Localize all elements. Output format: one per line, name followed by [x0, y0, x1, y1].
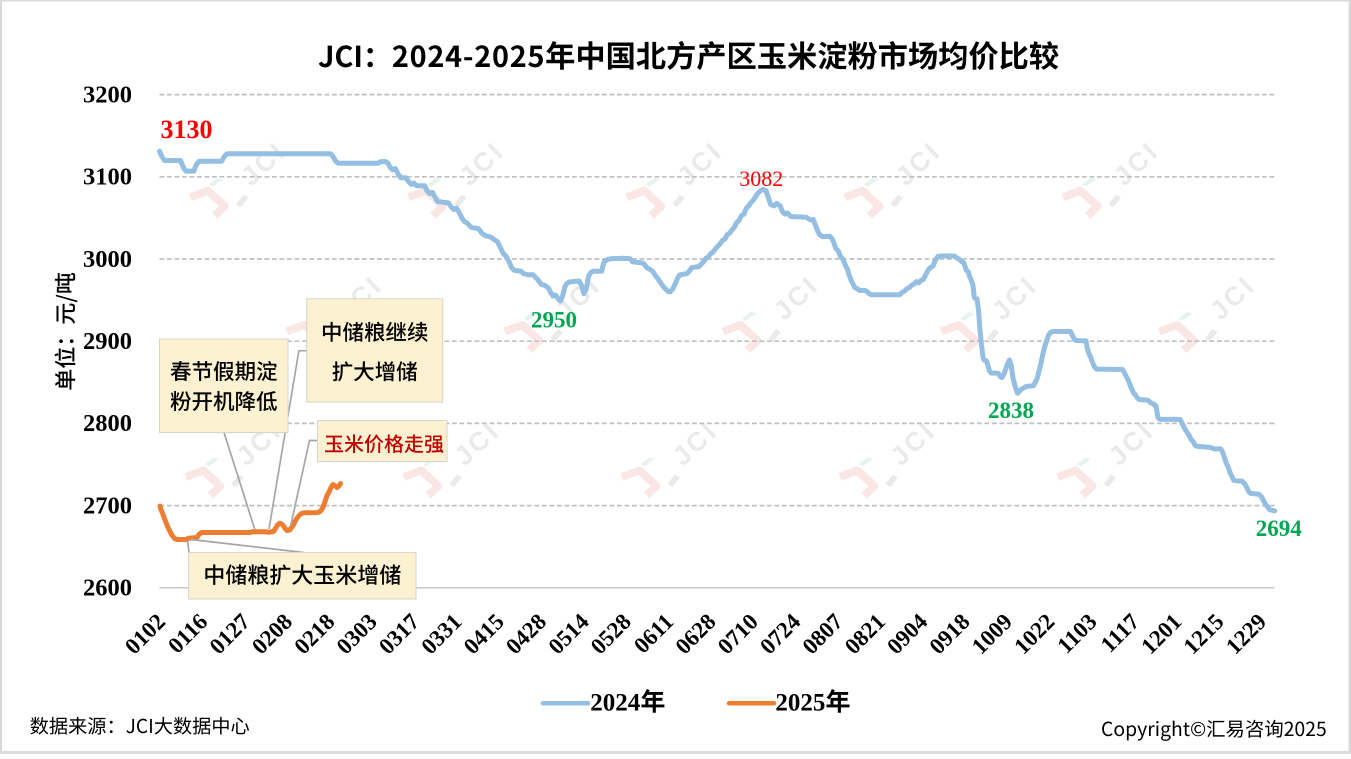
- svg-text:2900: 2900: [83, 328, 132, 355]
- svg-text:3082: 3082: [739, 166, 783, 191]
- svg-text:2600: 2600: [83, 575, 132, 602]
- svg-text:3130: 3130: [161, 115, 213, 144]
- svg-text:2950: 2950: [531, 308, 577, 333]
- svg-text:2694: 2694: [1256, 516, 1303, 541]
- svg-text:2700: 2700: [83, 492, 132, 519]
- svg-text:2800: 2800: [83, 410, 132, 437]
- svg-text:2025: 2025: [775, 690, 825, 717]
- svg-text:3200: 3200: [83, 81, 132, 108]
- svg-text:2838: 2838: [988, 398, 1034, 423]
- svg-text:3000: 3000: [83, 246, 132, 273]
- svg-text:2024: 2024: [590, 690, 641, 717]
- svg-text:3100: 3100: [83, 164, 132, 191]
